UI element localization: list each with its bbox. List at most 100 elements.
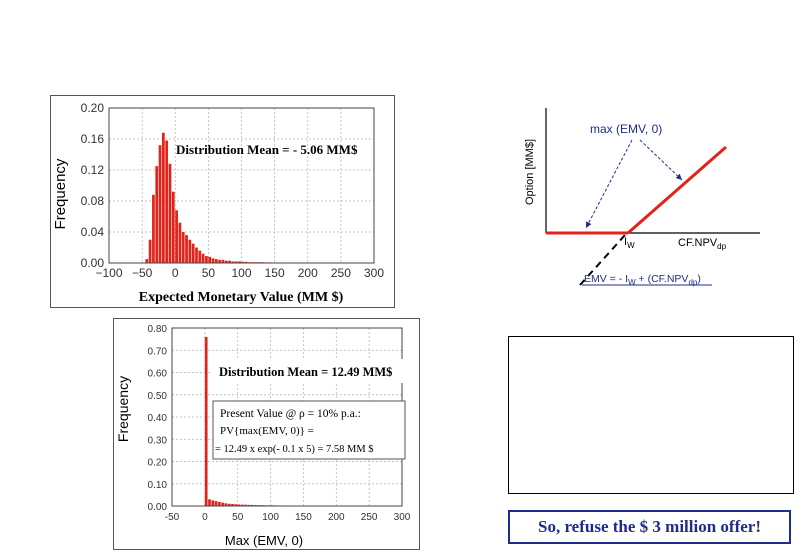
y-tick-label: 0.16 xyxy=(81,132,105,146)
histogram-bar xyxy=(195,247,198,263)
histogram-bar xyxy=(231,503,234,506)
histogram-bar xyxy=(208,256,212,263)
emv-y-ticks: 0.00 0.04 0.08 0.12 0.16 0.20 xyxy=(81,101,105,270)
option-value-histogram: 0.00 0.10 0.20 0.30 0.40 0.50 0.60 0.70 0.80 -50… xyxy=(115,324,411,548)
y-tick-label: 0.20 xyxy=(148,458,168,469)
x-tick-label: 50 xyxy=(202,266,216,280)
histogram-bar xyxy=(152,194,155,263)
histogram-bar xyxy=(237,504,241,506)
histogram-bar xyxy=(244,261,248,263)
option-x-axis-label: Max (EMV, 0) xyxy=(225,533,303,548)
present-value-box xyxy=(212,400,406,460)
histogram-bar xyxy=(228,260,231,263)
x-tick-label: −50 xyxy=(132,266,153,280)
histogram-bar xyxy=(231,261,235,263)
svg-text:CF.NPVdp: CF.NPVdp xyxy=(678,237,727,251)
histogram-bar xyxy=(181,232,185,263)
histogram-bar xyxy=(145,259,149,263)
y-tick-label: 0.30 xyxy=(148,435,168,446)
y-tick-label: 0.70 xyxy=(148,346,168,357)
histogram-bar xyxy=(168,163,172,263)
x-tick-label: 100 xyxy=(262,512,279,523)
x-tick-label: 150 xyxy=(265,266,285,280)
histogram-bar xyxy=(238,261,241,263)
histogram-bar xyxy=(218,259,222,263)
histogram-bar xyxy=(234,261,238,263)
histogram-bar xyxy=(208,499,211,506)
histogram-bar xyxy=(224,503,228,506)
x-tick-label: 250 xyxy=(331,266,351,280)
x-tick-label: 150 xyxy=(295,512,312,523)
emv-equation: EMV = - IW + (CF.NPVdp) xyxy=(584,273,701,287)
x-tick-label: 0 xyxy=(202,512,208,523)
histogram-bar xyxy=(155,166,159,263)
histogram-bar xyxy=(241,261,245,263)
y-tick-label: 0.00 xyxy=(148,502,168,513)
emv-histogram: 0.00 0.04 0.08 0.12 0.16 0.20 −100 −50 0 50 100 15… xyxy=(52,101,384,305)
emv-x-axis-label: Expected Monetary Value (MM $) xyxy=(139,290,344,305)
payoff-y-label: Option [MM$] xyxy=(524,139,536,205)
emv-y-axis-label: Frequency xyxy=(52,158,69,229)
y-tick-label: 0.40 xyxy=(148,413,168,424)
x-tick-label: -50 xyxy=(165,512,180,523)
y-tick-label: 0.00 xyxy=(81,256,105,270)
emv-axes xyxy=(108,107,375,264)
histogram-bar xyxy=(234,504,238,506)
histogram-bar xyxy=(218,501,221,506)
option-value-histogram-panel: 0.00 0.10 0.20 0.30 0.40 0.50 0.60 0.70 0.80 -50… xyxy=(113,318,420,550)
histogram-bar xyxy=(175,210,178,263)
histogram-bar xyxy=(205,256,208,263)
y-tick-label: 0.60 xyxy=(148,369,168,380)
histogram-bar xyxy=(178,222,182,263)
histogram-bar xyxy=(211,258,215,263)
x-tick-label: 0 xyxy=(172,266,179,280)
annotation-arrow-rising xyxy=(639,139,683,181)
option-y-axis-label: Frequency xyxy=(115,376,131,442)
histogram-bar xyxy=(191,243,195,263)
option-payoff-diagram: Option [MM$] max (EMV, 0) IW CF.NPVdp EM… xyxy=(520,100,790,300)
histogram-bar xyxy=(224,260,228,263)
present-value-line-2: PV{max(EMV, 0)} = xyxy=(220,425,314,437)
present-value-line-1: Present Value @ ρ = 10% p.a.: xyxy=(220,408,361,420)
y-tick-label: 0.50 xyxy=(148,391,168,402)
x-tick-label: −100 xyxy=(95,266,122,280)
histogram-bar xyxy=(162,132,165,263)
empty-text-box xyxy=(508,336,794,494)
histogram-bar xyxy=(221,502,224,506)
payoff-x-label: CF.NPVdp xyxy=(678,237,727,251)
x-tick-label: 200 xyxy=(328,512,345,523)
histogram-bar xyxy=(211,500,215,506)
iw-label: IW xyxy=(624,236,635,250)
histogram-bar xyxy=(221,259,225,263)
histogram-bar xyxy=(241,504,244,506)
histogram-bar xyxy=(185,235,188,263)
histogram-bar xyxy=(250,504,254,506)
y-tick-label: 0.20 xyxy=(81,101,105,115)
conclusion-text: So, refuse the $ 3 million offer! xyxy=(537,517,761,536)
option-mean-annotation: Distribution Mean = 12.49 MM$ xyxy=(219,365,392,379)
x-tick-label: 300 xyxy=(364,266,384,280)
histogram-bar xyxy=(201,253,205,263)
emv-x-ticks: −100 −50 0 50 100 150 200 250 300 xyxy=(95,266,384,280)
payoff-curve-label: max (EMV, 0) xyxy=(590,122,662,136)
emv-mean-annotation: Distribution Mean = - 5.06 MM$ xyxy=(176,142,358,157)
payoff-rising-segment xyxy=(627,145,727,235)
histogram-bar xyxy=(214,501,218,506)
x-tick-label: 100 xyxy=(231,266,251,280)
histogram-bar xyxy=(188,239,192,263)
x-tick-label: 300 xyxy=(394,512,411,523)
histogram-bar xyxy=(244,504,247,506)
annotation-arrow-flat xyxy=(585,139,633,229)
y-tick-label: 0.80 xyxy=(148,324,168,335)
conclusion-box: So, refuse the $ 3 million offer! xyxy=(508,510,791,544)
histogram-bar xyxy=(171,191,175,263)
option-payoff-svg: Option [MM$] max (EMV, 0) IW CF.NPVdp EM… xyxy=(524,108,760,287)
histogram-bar xyxy=(215,259,218,263)
y-tick-label: 0.12 xyxy=(81,163,105,177)
option-x-ticks: -50 0 50 100 150 200 250 300 xyxy=(165,512,411,523)
emv-bars xyxy=(145,132,344,263)
option-y-ticks: 0.00 0.10 0.20 0.30 0.40 0.50 0.60 0.70 0.80 xyxy=(148,324,168,513)
svg-text:EMV = - IW + (CF.NPVdp): EMV = - IW + (CF.NPVdp) xyxy=(584,273,701,287)
y-tick-label: 0.10 xyxy=(148,480,168,491)
histogram-bar xyxy=(165,140,169,263)
